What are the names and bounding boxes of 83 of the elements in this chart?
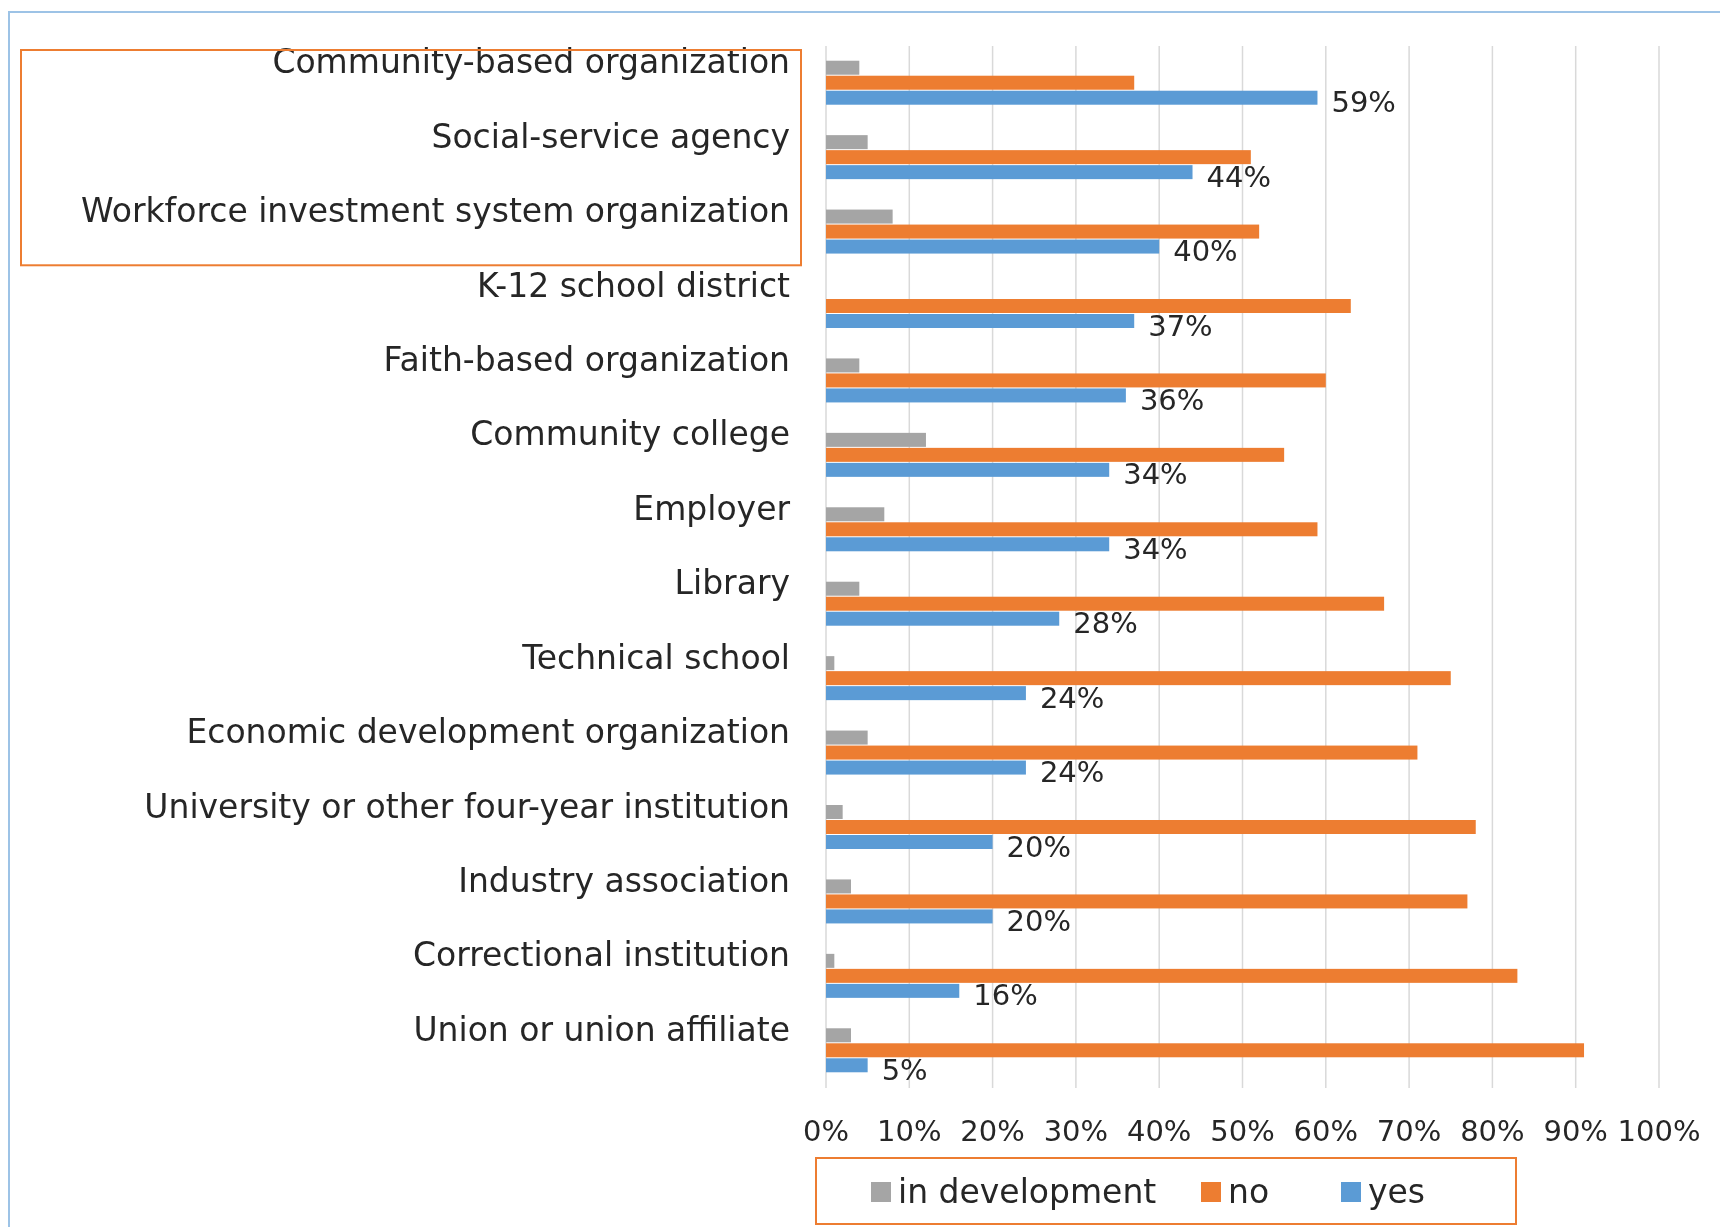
bar (826, 537, 1110, 552)
bar (826, 432, 926, 447)
x-tick-label: 60% (1293, 1114, 1359, 1148)
y-tick-label: K-12 school district (477, 265, 791, 305)
x-tick-label: 100% (1617, 1114, 1701, 1148)
bar (826, 314, 1135, 328)
y-tick-label: Technical school (521, 637, 790, 677)
bar (826, 165, 1193, 180)
bar (826, 1028, 851, 1043)
y-tick-label: University or other four-year institution (144, 786, 790, 826)
y-tick-label: Library (674, 563, 790, 603)
bar (826, 1043, 1585, 1058)
data-label: 16% (973, 978, 1038, 1013)
bar (826, 299, 1351, 313)
bar (826, 671, 1451, 686)
bar (826, 447, 1285, 462)
y-tick-label: Employer (633, 488, 791, 528)
data-label: 59% (1331, 85, 1396, 120)
bar (826, 75, 1135, 90)
x-tick-label: 0% (802, 1114, 850, 1148)
data-label: 34% (1123, 457, 1188, 492)
bar (826, 820, 1476, 834)
bar (826, 760, 1026, 775)
bar (826, 656, 835, 671)
y-tick-label: Union or union affiliate (413, 1009, 790, 1049)
bar (826, 611, 1060, 626)
bar (826, 373, 1326, 388)
y-tick-label: Community-based organization (272, 42, 790, 82)
data-label: 37% (1148, 308, 1213, 343)
x-tick-label: 70% (1376, 1114, 1442, 1148)
y-tick-label: Industry association (458, 860, 790, 900)
bar (826, 462, 1110, 477)
bar (826, 894, 1468, 909)
data-label: 20% (1006, 903, 1072, 938)
data-label: 28% (1073, 606, 1138, 641)
bar (826, 745, 1418, 760)
bar (826, 1058, 868, 1073)
bar (826, 388, 1126, 403)
data-label: 40% (1173, 234, 1238, 269)
bar (826, 224, 1260, 239)
data-label: 24% (1039, 680, 1105, 715)
data-label: 44% (1206, 159, 1271, 194)
legend-label: in development (898, 1172, 1157, 1211)
legend-label: yes (1368, 1172, 1426, 1211)
data-label: 36% (1139, 382, 1205, 417)
bar (826, 135, 868, 150)
legend-label: no (1228, 1172, 1270, 1211)
y-tick-label: Workforce investment system organization (81, 191, 790, 231)
bar (826, 879, 851, 894)
data-label: 24% (1039, 755, 1105, 790)
x-tick-label: 50% (1210, 1114, 1275, 1148)
bar (826, 60, 860, 75)
y-tick-label: Faith-based organization (383, 339, 790, 379)
data-label: 5% (881, 1052, 928, 1087)
bar (826, 581, 860, 596)
x-tick-label: 20% (960, 1114, 1025, 1148)
bar (826, 522, 1318, 537)
bar (826, 983, 960, 998)
bar (826, 358, 860, 373)
bar (826, 239, 1160, 254)
data-label: 20% (1006, 829, 1072, 864)
y-tick-label: Social-service agency (431, 116, 790, 156)
bar (826, 909, 993, 924)
bar (826, 730, 868, 745)
x-tick-label: 80% (1460, 1114, 1525, 1148)
bar (826, 686, 1026, 701)
bar (826, 596, 1385, 611)
x-tick-label: 90% (1543, 1114, 1608, 1148)
bar (826, 805, 843, 819)
data-label: 34% (1123, 531, 1188, 566)
bar (826, 835, 993, 849)
y-tick-label: Correctional institution (412, 935, 790, 975)
x-tick-label: 10% (877, 1114, 942, 1148)
x-tick-label: 40% (1126, 1114, 1192, 1148)
bar (826, 209, 893, 224)
bar (826, 968, 1518, 983)
bar (826, 507, 885, 522)
x-tick-label: 30% (1043, 1114, 1109, 1148)
bar (826, 953, 835, 968)
y-tick-label: Economic development organization (186, 712, 790, 752)
bar (826, 150, 1251, 165)
y-tick-label: Community college (470, 414, 790, 454)
bar (826, 90, 1318, 105)
